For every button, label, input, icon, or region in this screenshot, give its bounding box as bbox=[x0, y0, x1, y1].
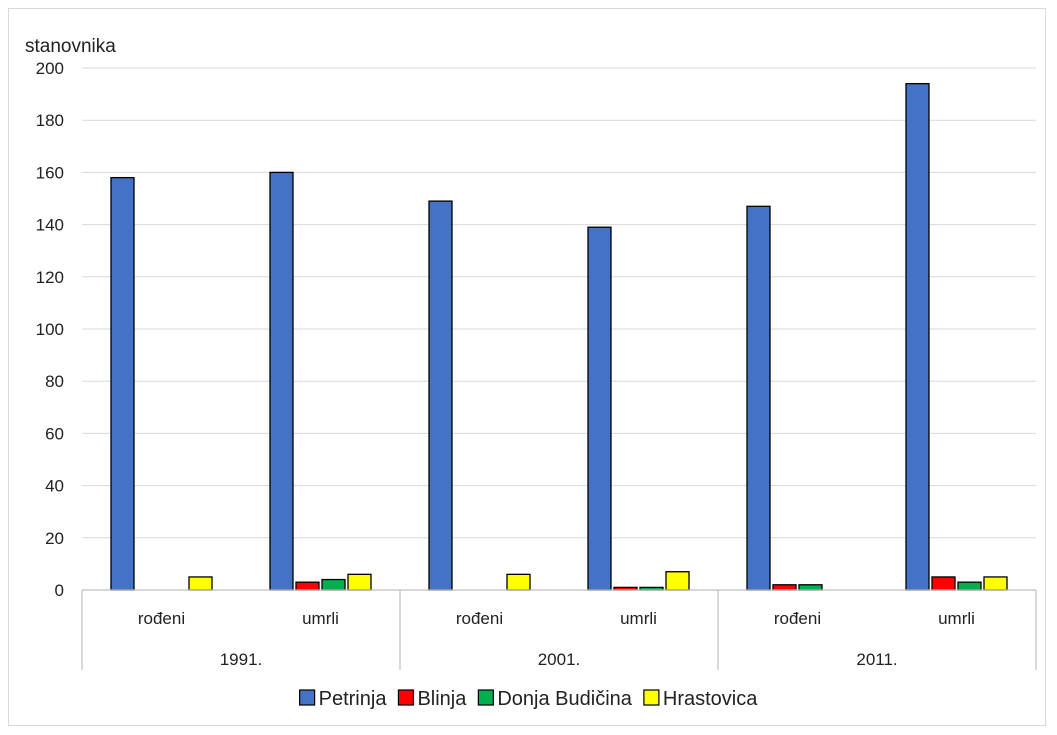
bar-petrinja bbox=[428, 200, 453, 591]
y-tick-label: 100 bbox=[36, 320, 64, 339]
category-label: umrli bbox=[620, 609, 657, 628]
legend-swatch bbox=[397, 689, 415, 706]
bar-hrastovica bbox=[983, 576, 1008, 591]
bar-petrinja bbox=[587, 226, 612, 591]
bar-blinja bbox=[931, 576, 956, 591]
chart-frame bbox=[8, 8, 1046, 726]
bar-hrastovica bbox=[665, 571, 690, 591]
bar-donja-budičina bbox=[957, 581, 982, 591]
bar-blinja bbox=[772, 584, 797, 591]
category-label: rođeni bbox=[774, 609, 821, 628]
bar-hrastovica bbox=[347, 573, 372, 591]
group-label: 2011. bbox=[856, 650, 897, 669]
legend-swatch bbox=[477, 689, 494, 706]
y-tick-label: 0 bbox=[55, 581, 64, 600]
bar-donja-budičina bbox=[798, 584, 823, 591]
x-axis: rođeni umrli rođeni umrli rođeni umrli 1991. 20… bbox=[81, 589, 1037, 670]
gridlines bbox=[82, 67, 1036, 539]
legend: Petrinja Blinja Donja Budičina Hrastovica bbox=[299, 688, 758, 710]
bar-petrinja bbox=[110, 176, 135, 591]
legend-label: Donja Budičina bbox=[497, 688, 632, 710]
y-tick-label: 120 bbox=[36, 268, 64, 287]
category-label: rođeni bbox=[456, 609, 503, 628]
bars bbox=[110, 83, 1008, 591]
y-tick-label: 80 bbox=[45, 372, 64, 391]
legend-label: Hrastovica bbox=[663, 688, 758, 710]
bar-hrastovica bbox=[188, 576, 213, 591]
legend-label: Blinja bbox=[417, 688, 467, 710]
y-tick-label: 60 bbox=[45, 424, 64, 443]
y-tick-label: 20 bbox=[45, 529, 64, 548]
y-tick-label: 140 bbox=[36, 216, 64, 235]
y-axis-label: stanovnika bbox=[25, 36, 116, 57]
group-label: 1991. bbox=[220, 650, 263, 669]
group-label: 2001. bbox=[538, 650, 581, 669]
bar-donja-budičina bbox=[321, 578, 346, 591]
y-tick-labels: 0 20 40 60 80 100 120 140 160 180 200 bbox=[36, 59, 64, 600]
legend-swatch bbox=[643, 689, 660, 706]
legend-swatch bbox=[299, 689, 316, 706]
category-label: rođeni bbox=[138, 609, 185, 628]
bar-petrinja bbox=[269, 171, 294, 591]
category-label: umrli bbox=[302, 609, 339, 628]
bar-hrastovica bbox=[506, 573, 531, 591]
bar-petrinja bbox=[905, 83, 930, 591]
legend-label: Petrinja bbox=[319, 688, 388, 710]
y-tick-label: 40 bbox=[45, 477, 64, 496]
y-tick-label: 160 bbox=[36, 163, 64, 182]
y-tick-label: 200 bbox=[36, 59, 64, 78]
bar-petrinja bbox=[746, 205, 771, 591]
y-tick-label: 180 bbox=[36, 111, 64, 130]
category-label: umrli bbox=[938, 609, 975, 628]
bar-blinja bbox=[295, 581, 320, 591]
